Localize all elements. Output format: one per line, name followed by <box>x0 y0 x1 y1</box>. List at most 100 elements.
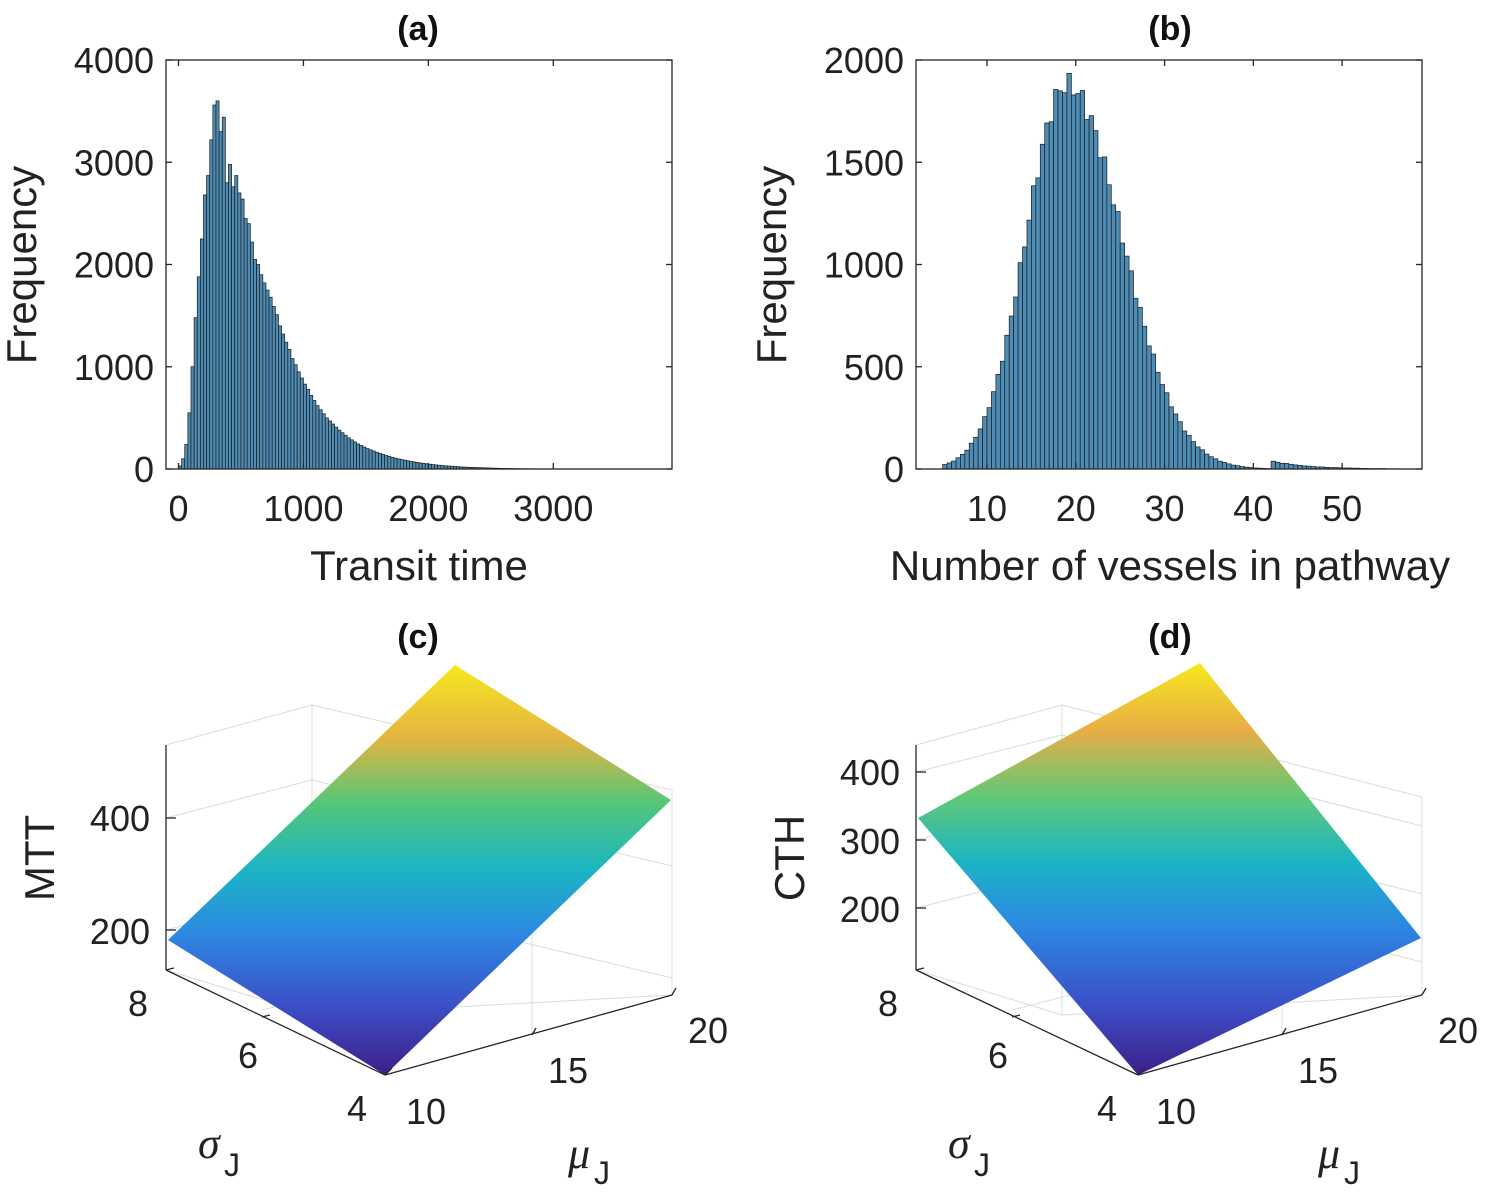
histogram-bar <box>387 456 392 470</box>
panel-c-surface-patch <box>168 665 671 1075</box>
histogram-bar <box>1168 406 1174 470</box>
panel-d-ytick-label: 4 <box>1097 1088 1117 1129</box>
histogram-bar <box>1217 460 1223 470</box>
histogram-bar <box>1075 93 1081 470</box>
histogram-bar <box>955 457 961 470</box>
histogram-bar <box>243 218 248 470</box>
histogram-bar <box>359 445 364 470</box>
panel-b-xtick-label: 40 <box>1233 488 1273 529</box>
histogram-bar <box>303 383 307 470</box>
histogram-bar <box>1079 90 1086 470</box>
histogram-bar <box>1031 185 1037 470</box>
panel-a-ytick-label: 3000 <box>74 142 154 183</box>
panel-b-title: (b) <box>1148 10 1191 48</box>
panel-c-xtick-label: 10 <box>406 1091 446 1132</box>
histogram-bar <box>1181 430 1188 470</box>
histogram-bar <box>403 459 407 470</box>
histogram-bar <box>1093 130 1099 470</box>
panel-b-xlabel: Number of vessels in pathway <box>890 542 1450 589</box>
histogram-bar <box>1208 456 1214 470</box>
panel-a-ytick-label: 1000 <box>74 347 154 388</box>
panel-d-ytick-label: 8 <box>878 983 898 1024</box>
histogram-bar <box>281 333 286 470</box>
histogram-bar <box>1128 270 1134 470</box>
histogram-bar <box>221 116 226 470</box>
panel-a-xtick-label: 2000 <box>388 488 468 529</box>
panel-d-zlabel: CTH <box>766 815 813 901</box>
histogram-bar <box>268 296 273 470</box>
histogram-bar <box>1017 262 1023 470</box>
panel-a-ticks <box>166 59 672 470</box>
histogram-bar <box>1226 463 1232 470</box>
histogram-bar <box>1106 184 1112 470</box>
panel-c-axes <box>165 745 677 1076</box>
histogram-bar <box>1177 421 1183 470</box>
histogram-bar <box>399 459 404 470</box>
histogram-bar <box>1142 325 1148 470</box>
histogram-bar <box>328 420 332 470</box>
panel-a-title: (a) <box>397 10 439 48</box>
histogram-bar <box>231 186 236 470</box>
histogram-bar <box>1013 296 1019 470</box>
histogram-bar <box>1062 92 1068 470</box>
panel-c-ztick-label: 400 <box>90 798 150 839</box>
histogram-bar <box>206 175 211 470</box>
histogram-bar <box>1150 353 1157 470</box>
panel-d-surface: (d) <box>766 618 1478 1191</box>
panel-a-histogram: (a) 0 1000 2000 3000 4000 0 1000 2000 30… <box>0 10 673 589</box>
histogram-bar <box>1213 458 1219 470</box>
histogram-bar <box>1057 90 1063 470</box>
panel-d-ytick-label: 6 <box>988 1035 1008 1076</box>
histogram-bar <box>278 325 282 470</box>
panel-d-mu-label: μ <box>1317 1129 1340 1178</box>
histogram-bar <box>324 417 329 470</box>
panel-c-sigma-subscript: J <box>224 1147 240 1183</box>
histogram-bar <box>209 139 214 470</box>
histogram-bar <box>999 360 1006 470</box>
panel-c-mu-label: μ <box>567 1129 590 1178</box>
panel-d-xtick-label: 15 <box>1298 1050 1338 1091</box>
histogram-bar <box>337 429 342 470</box>
panel-b-bars <box>942 72 1405 470</box>
histogram-bar <box>396 458 401 470</box>
panel-d-mu-subscript: J <box>1344 1155 1360 1191</box>
panel-d-xtick-label: 10 <box>1156 1091 1196 1132</box>
histogram-bar <box>412 461 417 470</box>
histogram-bar <box>312 400 317 470</box>
histogram-bar <box>237 192 242 470</box>
histogram-bar <box>431 464 435 470</box>
panel-b-ytick-label: 0 <box>884 449 904 490</box>
histogram-bar <box>1070 94 1077 470</box>
histogram-bar <box>384 455 389 470</box>
histogram-bar <box>1195 446 1201 470</box>
histogram-bar <box>1053 89 1059 470</box>
histogram-bar <box>343 434 348 470</box>
histogram-bar <box>284 341 289 470</box>
histogram-bar <box>365 448 370 470</box>
panel-b-histogram: (b) 0 500 1000 1500 2000 10 20 30 40 50 … <box>748 10 1450 589</box>
histogram-bar <box>315 405 320 470</box>
histogram-bar <box>187 412 192 470</box>
panel-c-title: (c) <box>397 618 439 656</box>
histogram-bar <box>340 432 345 470</box>
panel-b-ytick-label: 1500 <box>824 142 904 183</box>
panel-b-xtick-label: 30 <box>1145 488 1185 529</box>
histogram-bar <box>1186 435 1192 470</box>
panel-b-ytick-label: 1000 <box>824 245 904 286</box>
panel-d-ztick-label: 300 <box>840 821 900 862</box>
panel-b-xtick-label: 50 <box>1322 488 1362 529</box>
histogram-bar <box>1133 297 1139 470</box>
histogram-bar <box>421 463 426 470</box>
panel-a-ytick-label: 2000 <box>74 245 154 286</box>
histogram-bar <box>1048 121 1054 470</box>
histogram-bar <box>374 451 379 470</box>
panel-c-ytick-label: 4 <box>347 1088 367 1129</box>
histogram-bar <box>346 437 351 470</box>
histogram-bar <box>334 426 339 470</box>
histogram-bar <box>968 442 975 470</box>
panel-b-xtick-label: 20 <box>1056 488 1096 529</box>
panel-b-ticks <box>916 59 1422 470</box>
histogram-bar <box>200 238 204 470</box>
histogram-bar <box>960 453 966 470</box>
histogram-bar <box>1008 315 1015 470</box>
